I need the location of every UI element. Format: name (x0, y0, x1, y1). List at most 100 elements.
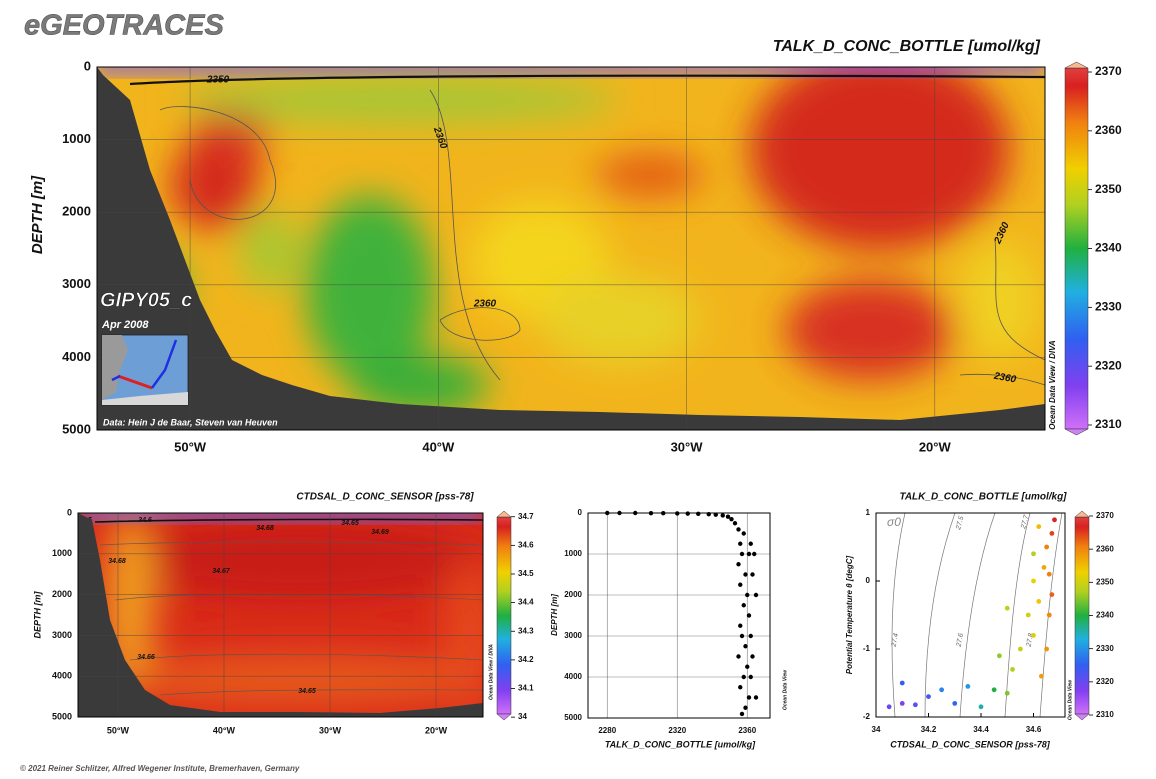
contour-line (959, 374, 1045, 386)
data-point (720, 513, 725, 518)
contour-label: 2360 (992, 371, 1017, 386)
data-point (1052, 517, 1057, 523)
y-tick-label: 0 (578, 508, 583, 517)
y-tick-label: 1000 (564, 549, 582, 558)
data-point (1044, 646, 1050, 652)
colorbar-arrow-bottom (496, 713, 512, 721)
data-point (748, 633, 753, 639)
x-tick-label: 2280 (598, 726, 616, 735)
contour-label: 34.69 (371, 529, 389, 536)
data-point (1017, 646, 1023, 652)
contour-line (94, 518, 483, 523)
data-point (753, 592, 759, 598)
x-axis-label: CTDSAL_D_CONC_SENSOR [pss-78] (890, 739, 1051, 749)
y-tick-label: 0 (866, 576, 871, 585)
isopycnal-label: 27.7 (1020, 514, 1031, 531)
y-tick-label: 1000 (62, 131, 91, 146)
data-point (1046, 571, 1052, 577)
data-point (1010, 667, 1015, 672)
x-tick-label: 50°W (107, 725, 130, 735)
contour-label: 34.68 (108, 558, 126, 565)
data-point (926, 694, 931, 699)
data-point (739, 551, 745, 557)
data-point (738, 582, 743, 587)
isopycnal (1004, 512, 1031, 718)
data-point (743, 572, 748, 577)
data-point (675, 511, 680, 516)
colorbar-tick-label: 34.7 (518, 512, 534, 521)
field-blobs (145, 67, 1040, 415)
isopycnal-label: 27.5 (955, 516, 966, 532)
software-label: Ocean Data View (782, 669, 788, 710)
field-patch (960, 240, 1040, 360)
data-point (746, 695, 752, 700)
data-point (1038, 673, 1044, 679)
colorbar-arrow-top (1074, 510, 1090, 518)
x-tick-label: 20°W (425, 725, 448, 735)
footer: © 2021 Reiner Schlitzer, Alfred Wegener … (20, 764, 300, 773)
data-point (706, 512, 711, 517)
contour-line (994, 239, 1045, 361)
contour-label: 34.66 (137, 654, 155, 661)
colorbar-tick-label: 2350 (1095, 182, 1122, 196)
isopycnal (924, 512, 956, 718)
colorbar (1074, 516, 1090, 715)
data-point (729, 516, 734, 522)
colorbar-tick-label: 2310 (1096, 710, 1114, 719)
data-point (633, 510, 638, 516)
software-label: Ocean Data View / DIVA (1048, 340, 1057, 430)
field-patch (750, 67, 1010, 250)
credit-label: Data: Hein J de Baar, Steven van Heuven (103, 417, 278, 427)
isopycnal (959, 512, 996, 718)
field-patch (305, 195, 435, 385)
software-label: Ocean Data View (1067, 679, 1073, 720)
surface-band (78, 513, 483, 519)
colorbar-tick-label: 2340 (1096, 611, 1114, 620)
colorbar-tick-label: 2320 (1096, 677, 1114, 686)
plot-frame (96, 66, 1046, 431)
colorbar-tick-label: 2370 (1095, 64, 1122, 78)
y-tick-label: 3000 (52, 630, 72, 640)
surface-band (97, 67, 1045, 73)
colorbar-tick-label: 2330 (1095, 300, 1122, 314)
y-tick-label: 2000 (52, 589, 72, 599)
colorbar-tick-label: 2340 (1095, 241, 1122, 255)
y-tick-label: 3000 (564, 631, 582, 640)
contour-label: 34.68 (256, 525, 274, 532)
y-axis-label: Potential Temperature θ [degC] (845, 555, 854, 674)
data-point (696, 511, 701, 517)
field-patch (240, 210, 300, 290)
date-label: Apr 2008 (101, 319, 149, 331)
y-tick-label: 2000 (564, 590, 582, 599)
colorbar-tick-label: 34.1 (518, 684, 534, 693)
chart-title: CTDSAL_D_CONC_SENSOR [pss-78] (296, 492, 474, 503)
data-point (1036, 524, 1042, 529)
data-point (939, 687, 945, 693)
x-tick-label: 40°W (213, 725, 236, 735)
x-tick-label: 2320 (668, 726, 686, 735)
software-label: Ocean Data View / DIVA (488, 644, 494, 700)
y-tick-label: 4000 (52, 671, 72, 681)
colorbar-tick-label: 34.4 (518, 598, 534, 607)
y-tick-label: 5000 (564, 713, 582, 722)
colorbar-arrow-top (496, 510, 512, 518)
data-point (748, 541, 753, 546)
data-point (732, 521, 738, 526)
colorbar-arrow-bottom (1074, 713, 1090, 721)
data-point (1036, 599, 1042, 604)
field-patch (350, 355, 490, 415)
contour-line (439, 307, 521, 341)
data-point (736, 562, 741, 567)
data-point (1004, 690, 1010, 696)
data-point (605, 510, 610, 516)
plot-frame (77, 512, 484, 718)
section-field: 34.534.634.6834.6534.6934.6834.6734.6634… (78, 513, 483, 717)
y-tick-label: 4000 (564, 672, 582, 681)
y-tick-label: -2 (863, 712, 871, 721)
data-point (736, 654, 741, 659)
y-tick-label: 1000 (52, 548, 72, 558)
y-tick-label: 1 (866, 508, 871, 517)
contour-line (129, 653, 483, 661)
data-point (899, 680, 905, 686)
